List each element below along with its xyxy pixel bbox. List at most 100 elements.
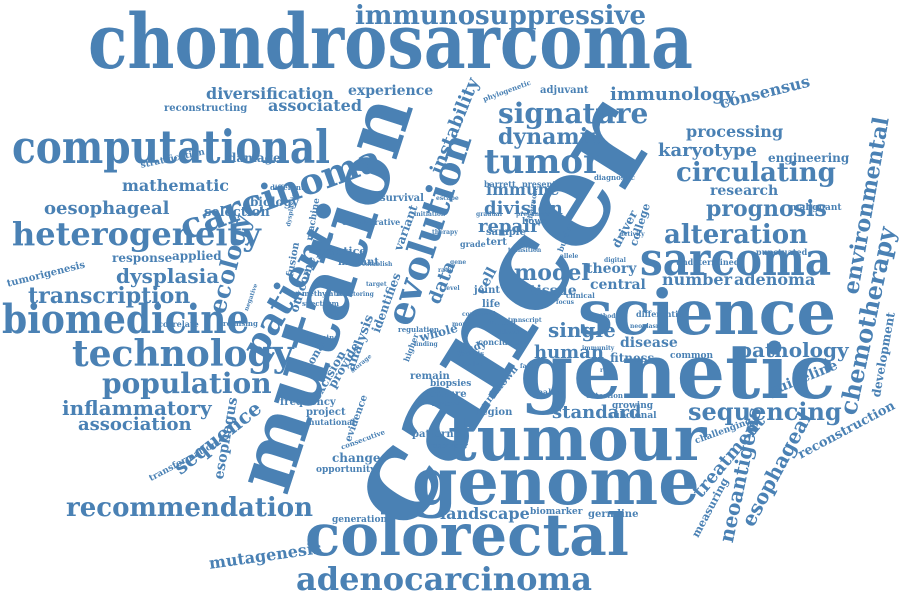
word-heterogeneity: heterogeneity (12, 215, 261, 253)
word-undetermined: punctuated (756, 247, 808, 257)
word-consensus: consensus (717, 71, 812, 113)
word-engineering: engineering (768, 151, 850, 165)
word-germline: germline (588, 509, 639, 520)
word-pattern: pattern (412, 429, 454, 440)
word-biopsies: biopsies (430, 379, 472, 389)
word-rate: gene (450, 259, 467, 266)
word-standard: standard (552, 402, 642, 423)
word-disease: disease (620, 335, 678, 351)
word-genetic: genetic (520, 327, 836, 416)
word-factor: transcript (508, 317, 542, 324)
word-allele: evolve (462, 361, 483, 368)
word-transition: precancer (516, 211, 550, 218)
word-human: human (534, 342, 604, 363)
word-science: science (578, 276, 836, 349)
word-computational: computational (12, 120, 331, 174)
word-inflammatory: inflammatory (62, 396, 212, 420)
word-colorectal: colorectal (305, 501, 629, 569)
word-adjuvant: adjuvant (540, 85, 589, 96)
word-present: present (522, 179, 557, 189)
word-signature: signature (498, 97, 649, 130)
word-theory: theory (586, 261, 637, 277)
word-recommendation: recommendation (66, 493, 314, 523)
word-stage: therapy (432, 229, 458, 236)
word-challenging: subclonal (608, 411, 657, 421)
word-evidence: learning (306, 333, 340, 342)
word-more: limited (484, 317, 516, 327)
word-common: fitness (610, 351, 655, 365)
word-landscape: landscape (440, 504, 530, 523)
word-method: activity (620, 231, 645, 238)
word-immunology: immunology (610, 84, 735, 105)
word-identifies: collaborative (342, 217, 401, 227)
word-driver: grade (460, 239, 486, 249)
word-colitis: conclusion (478, 337, 527, 347)
word-limited: finding (414, 341, 438, 348)
word-applied: applied (172, 249, 222, 263)
word-joint: joint (474, 285, 500, 296)
word-region: region (476, 407, 513, 418)
word-biomedicine: biomedicine (2, 296, 250, 343)
word-bowel: tert (486, 237, 507, 248)
word-immune: immune (486, 180, 560, 199)
word-number: number (662, 270, 732, 289)
word-punctuated: malignant (790, 203, 842, 213)
word-karyotype: karyotype (658, 140, 757, 161)
word-mathematic: mathematic (122, 176, 230, 195)
word-alteration: alteration (664, 220, 808, 250)
word-associated: associated (268, 96, 362, 115)
word-consecutive: mutational (306, 417, 356, 427)
word-digital: immunity (582, 345, 615, 352)
word-methylation: promising (218, 319, 258, 328)
word-feature: feature (426, 389, 467, 400)
word-model: model (514, 260, 590, 286)
word-fitness: clinical (566, 291, 595, 300)
word-learning: spectrum (302, 299, 339, 308)
word-focus: rate (438, 267, 452, 274)
word-central: central (590, 277, 646, 293)
word-conclusion: responder (428, 441, 468, 450)
word-experience: experience (348, 83, 434, 99)
word-target: role (600, 367, 614, 374)
word-oesophageal: oesophageal (44, 198, 170, 219)
word-selection: selection (204, 205, 270, 220)
word-spectrum: methylation (302, 289, 350, 298)
word-barrett: barrett (484, 179, 516, 189)
word-tert: sample (486, 227, 526, 238)
word-diversification: diversification (206, 84, 334, 103)
word-sarcoma: sarcoma (640, 232, 832, 286)
word-reconstructing: reconstructing (164, 103, 248, 114)
word-blood: more (452, 321, 470, 328)
word-circulating: circulating (676, 158, 836, 188)
word-research: research (710, 183, 779, 199)
word-evolve: blood (500, 329, 519, 336)
word-growing: differential (636, 309, 687, 319)
word-survival: survival (380, 193, 424, 204)
word-adenocarcinoma: adenocarcinoma (296, 560, 592, 596)
word-technology: technology (72, 333, 294, 375)
word-frequency: frequency (280, 397, 336, 408)
word-response: response (112, 251, 173, 265)
word-activity: allele (560, 253, 579, 260)
word-storage: monitoring (336, 291, 374, 298)
word-damage: damage (228, 151, 281, 165)
word-pathology: pathology (738, 338, 849, 362)
word-dysplasia: dysplasia (116, 264, 220, 288)
word-dysplastic: different (270, 183, 305, 192)
word-therapy: digital (604, 257, 626, 264)
word-tumor: tumor (484, 142, 601, 182)
word-initiation: escape (436, 195, 459, 202)
word-tumour: tumour (448, 402, 707, 475)
word-processing: processing (686, 122, 784, 141)
word-unknown: history (432, 399, 460, 408)
word-division: division (484, 198, 563, 219)
word-compared: establish (362, 261, 393, 268)
word-sequencing: sequencing (688, 397, 842, 426)
word-responder: opportunity (316, 465, 376, 475)
word-transcription: transcription (28, 283, 191, 309)
word-generation: generation (332, 515, 387, 525)
word-level: target (366, 281, 387, 288)
word-healthy: healthy (532, 387, 566, 397)
word-promising: correlate (158, 319, 199, 329)
